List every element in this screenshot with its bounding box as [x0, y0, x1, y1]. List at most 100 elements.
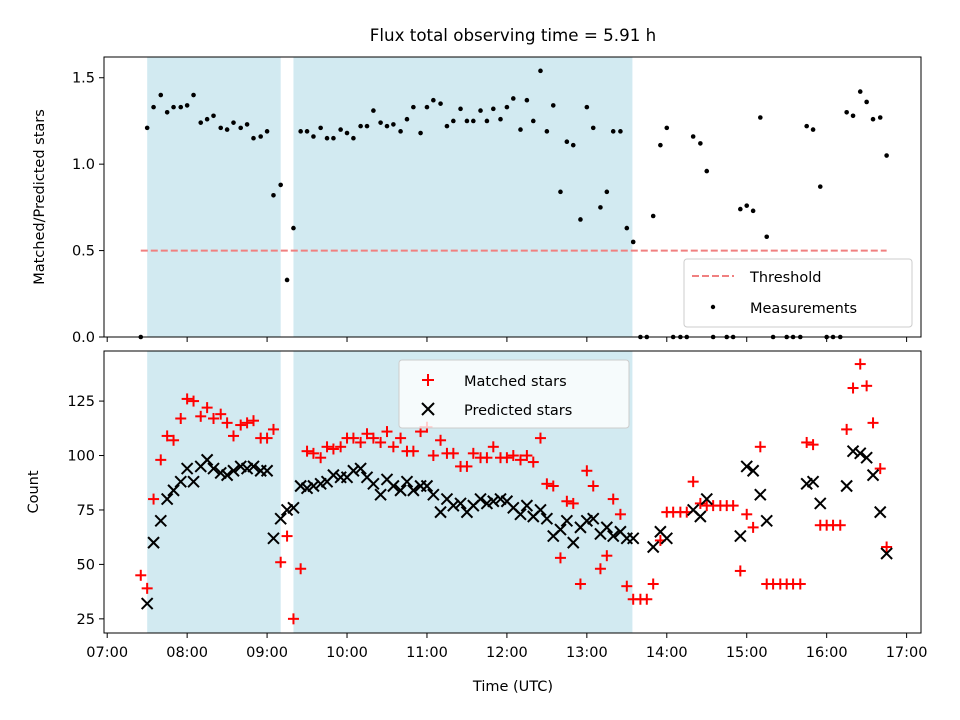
- matched-star-marker: [247, 415, 259, 427]
- measurement-point: [558, 189, 563, 195]
- y-tick-label: 100: [67, 449, 95, 465]
- chart-title: Flux total observing time = 5.91 h: [370, 25, 656, 45]
- matched-star-marker: [201, 402, 213, 414]
- matched-star-marker: [375, 436, 387, 448]
- matched-star-marker: [221, 417, 233, 429]
- measurement-point: [184, 103, 190, 108]
- measurement-point: [218, 125, 224, 131]
- predicted-star-marker: [400, 475, 414, 488]
- measurement-point: [758, 115, 763, 120]
- matched-star-marker: [327, 443, 339, 455]
- measurement-point: [478, 108, 483, 113]
- count-legend-box: [398, 359, 630, 429]
- predicted-star-marker: [754, 488, 767, 501]
- matched-star-marker: [461, 460, 473, 472]
- measurement-point: [658, 142, 663, 148]
- measurement-point: [264, 129, 270, 134]
- predicted-star-marker: [147, 536, 160, 549]
- matched-star-marker: [321, 441, 333, 453]
- predicted-star-marker: [846, 444, 860, 458]
- measurement-point: [251, 135, 256, 141]
- matched-star-marker: [547, 480, 559, 492]
- matched-star-marker: [355, 436, 367, 448]
- predicted-star-marker: [660, 532, 673, 545]
- measurement-point: [550, 103, 556, 108]
- measurement-point: [271, 192, 276, 198]
- predicted-star-marker: [167, 484, 180, 497]
- measurement-point: [424, 104, 430, 110]
- measurement-point: [344, 130, 350, 136]
- predicted-legend-label: Predicted stars: [464, 403, 572, 419]
- measurement-point: [364, 123, 370, 129]
- predicted-star-marker: [220, 468, 234, 482]
- matched-star-marker: [427, 450, 439, 462]
- measurement-point: [384, 123, 390, 129]
- measurement-point: [191, 92, 196, 98]
- predicted-star-marker: [880, 547, 893, 560]
- measurement-point: [471, 118, 476, 124]
- measurement-point: [804, 123, 809, 129]
- matched-star-marker: [614, 508, 626, 520]
- measurement-point: [518, 127, 523, 132]
- matched-star-marker: [381, 426, 393, 438]
- predicted-star-marker: [434, 505, 447, 519]
- predicted-star-marker: [854, 447, 867, 460]
- matched-star-marker: [727, 500, 739, 512]
- measurement-point: [498, 116, 503, 122]
- measurement-point: [178, 104, 184, 110]
- matched-star-marker: [567, 497, 579, 509]
- matched-star-marker: [148, 493, 160, 505]
- matched-star-marker: [181, 393, 193, 405]
- matched-star-marker: [687, 476, 699, 488]
- measurement-point: [850, 113, 856, 119]
- measurement-point: [204, 116, 210, 122]
- measurement-point: [318, 125, 323, 131]
- x-tick-label: 14:00: [646, 645, 688, 661]
- measurement-point: [584, 104, 590, 110]
- ratio-panel-legend: Threshold Measurements: [683, 258, 913, 328]
- measurement-point: [151, 104, 156, 110]
- x-axis-label: Time (UTC): [472, 679, 553, 695]
- measurement-point: [398, 129, 403, 134]
- predicted-star-marker: [154, 514, 167, 528]
- matched-star-marker: [295, 563, 307, 575]
- measurement-point: [817, 184, 823, 189]
- predicted-star-marker: [160, 492, 174, 506]
- matched-star-marker: [601, 550, 613, 562]
- y-tick-label: 1.5: [72, 71, 95, 87]
- measurement-point: [451, 118, 456, 124]
- predicted-star-marker: [200, 453, 214, 467]
- measurement-point: [698, 141, 703, 146]
- matched-star-marker: [281, 530, 293, 542]
- matched-legend-marker: [422, 374, 434, 386]
- measurement-point: [224, 127, 230, 132]
- measurement-point: [291, 225, 296, 231]
- matched-legend-label: Matched stars: [464, 374, 567, 390]
- predicted-star-marker: [307, 479, 320, 493]
- predicted-star-marker: [560, 514, 574, 528]
- measurement-point: [870, 116, 876, 122]
- measurement-point: [418, 130, 423, 136]
- matched-star-marker: [754, 441, 766, 453]
- predicted-star-marker: [860, 451, 873, 464]
- measurement-point: [491, 106, 496, 112]
- predicted-star-marker: [760, 514, 773, 528]
- matched-star-marker: [807, 439, 819, 451]
- matched-star-marker: [347, 432, 359, 444]
- matched-star-marker: [228, 430, 240, 442]
- ratio-panel-shading: [147, 57, 633, 337]
- matched-star-marker: [275, 556, 287, 568]
- matched-star-marker: [527, 456, 539, 468]
- matched-star-marker: [301, 445, 313, 457]
- x-tick-label: 10:00: [326, 645, 368, 661]
- ratio-panel-y-ticks: 0.0 0.5 1.0 1.5: [72, 71, 104, 346]
- matched-star-marker: [447, 447, 459, 459]
- predicted-star-marker: [567, 536, 580, 549]
- matched-star-marker: [507, 450, 519, 462]
- measurement-point: [484, 118, 490, 124]
- count-panel-ylabel: Count: [26, 470, 42, 513]
- matched-star-marker: [501, 452, 513, 464]
- predicted-star-marker: [287, 501, 300, 514]
- predicted-star-marker: [347, 464, 360, 477]
- predicted-star-marker: [520, 499, 534, 512]
